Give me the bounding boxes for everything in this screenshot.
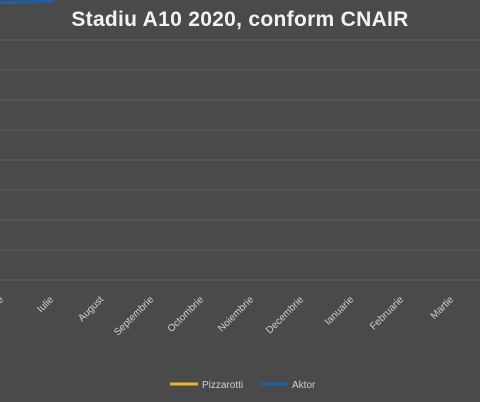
legend-label: Aktor [292,380,316,391]
x-tick-label: Noiembrie [216,294,256,334]
x-tick-label: Iulie [35,294,56,315]
x-tick-label: Septembrie [112,294,156,338]
series-line-aktor [0,0,57,5]
x-tick-label: Februarie [368,294,406,332]
x-tick-label: Iunie [0,294,6,317]
x-tick-label: August [76,294,106,324]
legend-label: Pizzarotti [202,380,243,391]
x-tick-label: Martie [429,294,457,322]
x-tick-label: Decembrie [264,294,306,336]
x-tick-label: Ianuarie [323,294,357,328]
chart-title: Stadiu A10 2020, conform CNAIR [71,8,409,31]
x-tick-label: Octombrie [166,294,207,335]
